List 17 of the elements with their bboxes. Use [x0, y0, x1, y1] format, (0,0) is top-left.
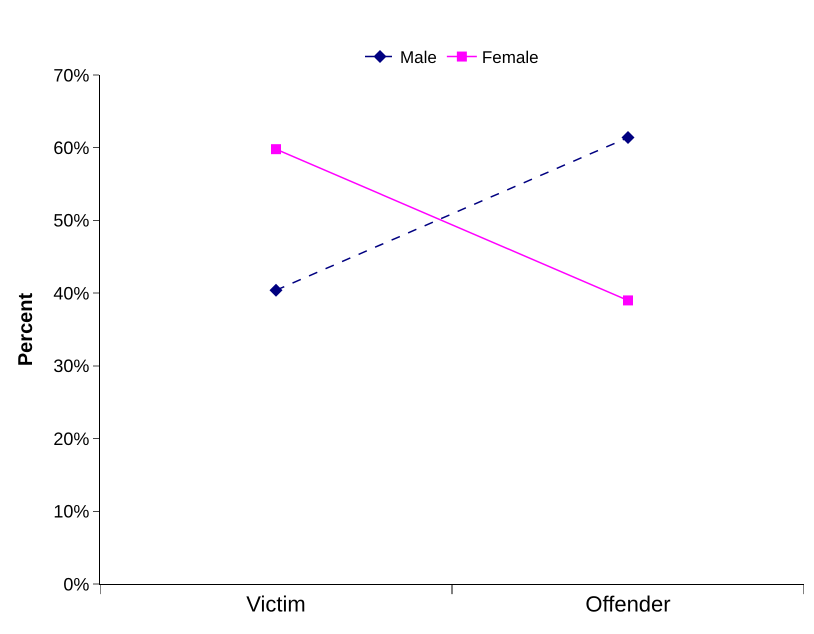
- y-tick-label: 30%: [53, 356, 90, 376]
- y-tick-label: 20%: [53, 428, 90, 449]
- point: [271, 144, 281, 154]
- y-tick-label: 10%: [53, 502, 90, 522]
- y-tick-label: 50%: [53, 210, 90, 231]
- x-tick-label: Offender: [585, 591, 671, 616]
- point: [623, 295, 633, 306]
- y-tick-label: 0%: [63, 574, 90, 594]
- legend-label: Female: [482, 48, 539, 68]
- y-tick-label: 70%: [53, 65, 90, 86]
- legend-label: Male: [400, 48, 437, 68]
- y-axis-title: Percent: [14, 292, 37, 366]
- x-tick-label: Victim: [246, 591, 306, 616]
- y-tick-label: 60%: [53, 138, 90, 158]
- y-tick-label: 40%: [53, 283, 90, 304]
- point: [270, 284, 282, 297]
- point: [622, 131, 634, 144]
